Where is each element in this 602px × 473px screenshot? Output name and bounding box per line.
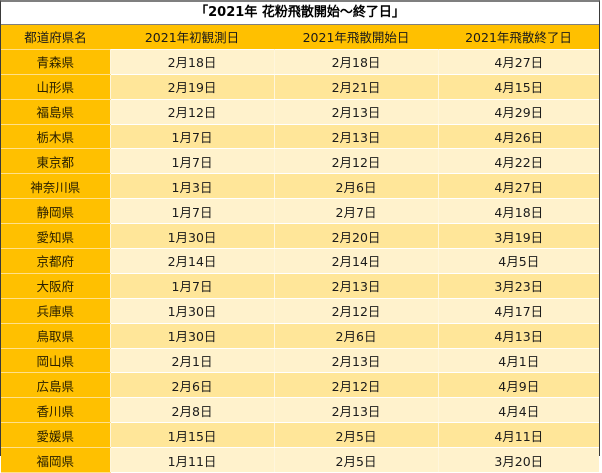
first-observed-cell: 1月30日 bbox=[109, 322, 275, 349]
start-cell: 2月13日 bbox=[273, 98, 439, 125]
end-cell: 3月20日 bbox=[437, 447, 599, 473]
table-row: 福島県 2月12日 2月13日 4月29日 bbox=[1, 98, 599, 125]
start-cell: 2月14日 bbox=[273, 248, 439, 274]
table-row: 神奈川県 1月3日 2月6日 4月27日 bbox=[1, 173, 599, 200]
start-cell: 2月13日 bbox=[273, 272, 439, 299]
first-observed-cell: 1月15日 bbox=[109, 422, 275, 449]
prefecture-cell: 愛知県 bbox=[1, 223, 111, 250]
table-row: 京都府 2月14日 2月14日 4月5日 bbox=[1, 248, 599, 274]
end-cell: 4月26日 bbox=[437, 123, 599, 150]
end-cell: 4月4日 bbox=[437, 397, 599, 424]
first-observed-cell: 1月30日 bbox=[109, 297, 275, 324]
start-cell: 2月12日 bbox=[273, 297, 439, 324]
first-observed-cell: 2月6日 bbox=[109, 372, 275, 399]
first-observed-cell: 1月7日 bbox=[109, 123, 275, 150]
start-cell: 2月6日 bbox=[273, 173, 439, 200]
end-cell: 4月5日 bbox=[437, 248, 599, 274]
first-observed-cell: 1月30日 bbox=[109, 223, 275, 250]
prefecture-cell: 青森県 bbox=[1, 48, 111, 75]
prefecture-cell: 大阪府 bbox=[1, 272, 111, 299]
prefecture-cell: 福岡県 bbox=[1, 447, 111, 473]
start-cell: 2月5日 bbox=[273, 447, 439, 473]
start-cell: 2月13日 bbox=[273, 347, 439, 374]
start-cell: 2月12日 bbox=[273, 372, 439, 399]
table-row: 鳥取県 1月30日 2月6日 4月13日 bbox=[1, 322, 599, 349]
pollen-dispersal-table: 都道府県名 2021年初観測日 2021年飛散開始日 2021年飛散終了日 青森… bbox=[1, 25, 599, 473]
table-row: 兵庫県 1月30日 2月12日 4月17日 bbox=[1, 297, 599, 324]
table-row: 山形県 2月19日 2月21日 4月15日 bbox=[1, 73, 599, 100]
prefecture-cell: 岡山県 bbox=[1, 347, 111, 374]
prefecture-cell: 神奈川県 bbox=[1, 173, 111, 200]
end-cell: 4月13日 bbox=[437, 322, 599, 349]
first-observed-cell: 2月18日 bbox=[109, 48, 275, 75]
first-observed-cell: 2月19日 bbox=[109, 73, 275, 100]
header-prefecture: 都道府県名 bbox=[1, 25, 110, 50]
end-cell: 4月15日 bbox=[437, 73, 599, 100]
first-observed-cell: 2月14日 bbox=[109, 248, 275, 274]
first-observed-cell: 1月3日 bbox=[109, 173, 275, 200]
table-row: 青森県 2月18日 2月18日 4月27日 bbox=[1, 48, 599, 75]
end-cell: 4月18日 bbox=[437, 198, 599, 225]
end-cell: 3月19日 bbox=[437, 223, 599, 250]
header-row: 都道府県名 2021年初観測日 2021年飛散開始日 2021年飛散終了日 bbox=[1, 25, 599, 50]
table-row: 栃木県 1月7日 2月13日 4月26日 bbox=[1, 123, 599, 150]
prefecture-cell: 静岡県 bbox=[1, 198, 111, 225]
end-cell: 4月29日 bbox=[437, 98, 599, 125]
prefecture-cell: 福島県 bbox=[1, 98, 111, 125]
prefecture-cell: 兵庫県 bbox=[1, 297, 111, 324]
header-first-observed: 2021年初観測日 bbox=[110, 25, 274, 50]
start-cell: 2月21日 bbox=[273, 73, 439, 100]
prefecture-cell: 京都府 bbox=[1, 248, 111, 274]
end-cell: 4月22日 bbox=[437, 148, 599, 175]
end-cell: 4月11日 bbox=[437, 422, 599, 449]
table-row: 福岡県 1月11日 2月5日 3月20日 bbox=[1, 447, 599, 473]
first-observed-cell: 2月8日 bbox=[109, 397, 275, 424]
first-observed-cell: 2月12日 bbox=[109, 98, 275, 125]
first-observed-cell: 1月7日 bbox=[109, 148, 275, 175]
start-cell: 2月6日 bbox=[273, 322, 439, 349]
start-cell: 2月13日 bbox=[273, 123, 439, 150]
start-cell: 2月12日 bbox=[273, 148, 439, 175]
prefecture-cell: 山形県 bbox=[1, 73, 111, 100]
table-row: 愛媛県 1月15日 2月5日 4月11日 bbox=[1, 422, 599, 449]
table-row: 愛知県 1月30日 2月20日 3月19日 bbox=[1, 223, 599, 250]
table-row: 静岡県 1月7日 2月7日 4月18日 bbox=[1, 198, 599, 225]
prefecture-cell: 栃木県 bbox=[1, 123, 111, 150]
table-row: 広島県 2月6日 2月12日 4月9日 bbox=[1, 372, 599, 399]
end-cell: 4月27日 bbox=[437, 173, 599, 200]
start-cell: 2月20日 bbox=[273, 223, 439, 250]
end-cell: 3月23日 bbox=[437, 272, 599, 299]
table-row: 香川県 2月8日 2月13日 4月4日 bbox=[1, 397, 599, 424]
first-observed-cell: 1月7日 bbox=[109, 198, 275, 225]
end-cell: 4月9日 bbox=[437, 372, 599, 399]
header-dispersal-start: 2021年飛散開始日 bbox=[274, 25, 438, 50]
header-dispersal-end: 2021年飛散終了日 bbox=[438, 25, 599, 50]
start-cell: 2月5日 bbox=[273, 422, 439, 449]
prefecture-cell: 香川県 bbox=[1, 397, 111, 424]
first-observed-cell: 2月1日 bbox=[109, 347, 275, 374]
start-cell: 2月18日 bbox=[273, 48, 439, 75]
start-cell: 2月13日 bbox=[273, 397, 439, 424]
end-cell: 4月27日 bbox=[437, 48, 599, 75]
first-observed-cell: 1月7日 bbox=[109, 272, 275, 299]
table-row: 東京都 1月7日 2月12日 4月22日 bbox=[1, 148, 599, 175]
prefecture-cell: 広島県 bbox=[1, 372, 111, 399]
prefecture-cell: 鳥取県 bbox=[1, 322, 111, 349]
table-title: 「2021年 花粉飛散開始〜終了日」 bbox=[1, 2, 599, 25]
end-cell: 4月1日 bbox=[437, 347, 599, 374]
first-observed-cell: 1月11日 bbox=[109, 447, 275, 473]
prefecture-cell: 愛媛県 bbox=[1, 422, 111, 449]
table-row: 大阪府 1月7日 2月13日 3月23日 bbox=[1, 272, 599, 299]
start-cell: 2月7日 bbox=[273, 198, 439, 225]
table-row: 岡山県 2月1日 2月13日 4月1日 bbox=[1, 347, 599, 374]
end-cell: 4月17日 bbox=[437, 297, 599, 324]
prefecture-cell: 東京都 bbox=[1, 148, 111, 175]
